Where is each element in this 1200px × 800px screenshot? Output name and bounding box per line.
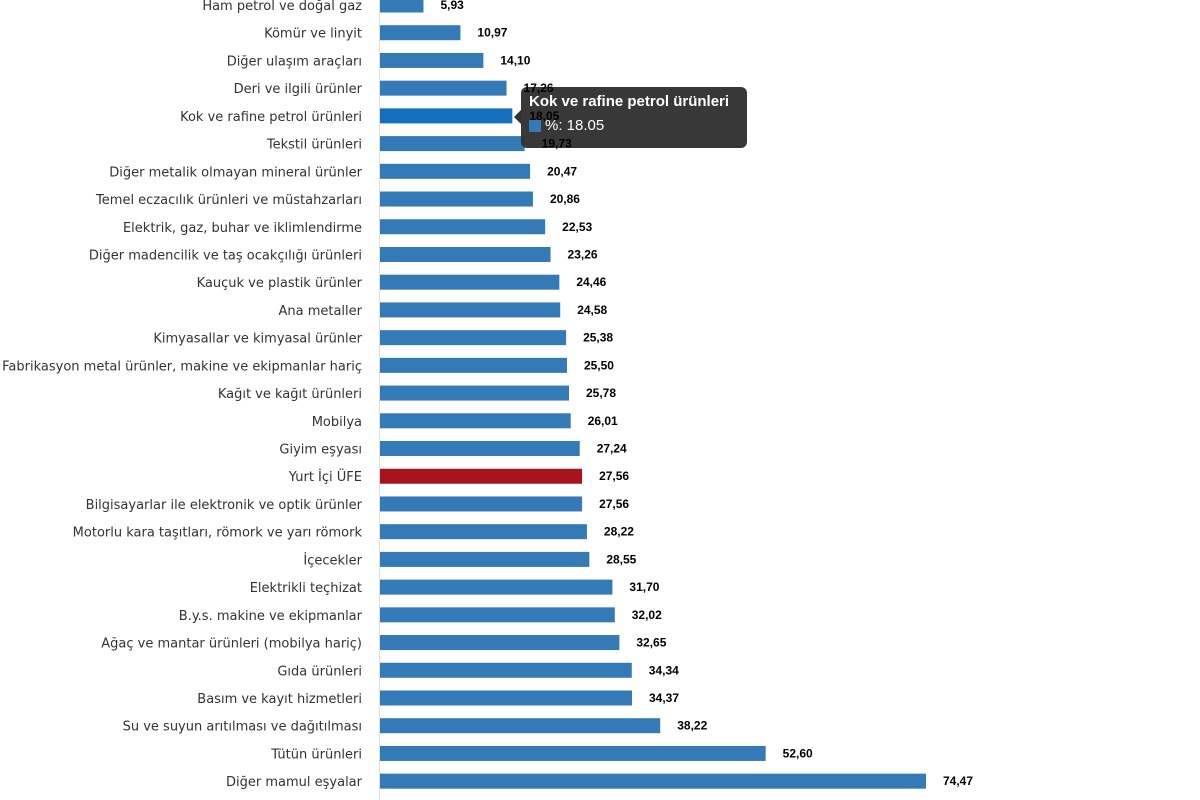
bar-5[interactable]	[380, 136, 525, 152]
category-label: Gıda ürünleri	[277, 664, 362, 679]
category-label: Ağaç ve mantar ürünleri (mobilya hariç)	[101, 637, 362, 652]
bar-27[interactable]	[380, 745, 766, 761]
bar-4[interactable]	[380, 108, 513, 124]
category-label: Kok ve rafine petrol ürünleri	[180, 110, 362, 125]
bar-22[interactable]	[380, 607, 615, 623]
tooltip-series-swatch	[529, 119, 541, 132]
category-label: Bilgisayarlar ile elektronik ve optik ür…	[86, 498, 363, 513]
bar-19[interactable]	[380, 524, 587, 540]
category-label: Su ve suyun arıtılması ve dağıtılması	[123, 720, 362, 735]
chart-tooltip: Kok ve rafine petrol ürünleri %: 18.05	[514, 87, 747, 148]
category-label: Diğer ulaşım araçları	[227, 54, 362, 69]
category-label: Diğer mamul eşyalar	[226, 775, 363, 790]
tooltip-row: %: 18.05	[529, 117, 739, 134]
category-label: Deri ve ilgili ürünler	[234, 82, 363, 97]
bar-21[interactable]	[380, 579, 613, 595]
category-label: Diğer metalik olmayan mineral ürünler	[109, 165, 362, 180]
category-label: Mobilya	[312, 415, 362, 430]
category-label: Kimyasallar ve kimyasal ürünler	[153, 332, 362, 347]
bar-7[interactable]	[380, 191, 533, 207]
bar-24[interactable]	[380, 662, 632, 678]
category-label: İçecekler	[303, 552, 362, 568]
bar-12[interactable]	[380, 330, 567, 346]
bar-2[interactable]	[380, 52, 484, 68]
bar-1[interactable]	[380, 25, 461, 41]
bar-15[interactable]	[380, 413, 571, 429]
category-label: Basım ve kayıt hizmetleri	[197, 692, 362, 707]
bar-9[interactable]	[380, 246, 551, 262]
category-label: Kağıt ve kağıt ürünleri	[218, 387, 362, 402]
bar-25[interactable]	[380, 690, 632, 706]
bar-8[interactable]	[380, 219, 546, 235]
category-label: Fabrikasyon metal ürünler, makine ve eki…	[2, 359, 362, 374]
bar-20[interactable]	[380, 551, 590, 567]
category-label: Tekstil ürünleri	[266, 138, 362, 153]
bar-16[interactable]	[380, 441, 580, 457]
category-label: Motorlu kara taşıtları, römork ve yarı r…	[73, 526, 363, 541]
category-label: Ana metaller	[278, 304, 362, 319]
category-label: Tütün ürünleri	[270, 747, 362, 762]
category-label: Kömür ve linyit	[264, 27, 362, 42]
category-label: Ham petrol ve doğal gaz	[202, 0, 362, 14]
category-label: Giyim eşyası	[279, 443, 362, 458]
category-label: Kauçuk ve plastik ürünler	[197, 276, 363, 291]
category-label: B.y.s. makine ve ekipmanlar	[179, 609, 363, 624]
category-label: Temel eczacılık ürünleri ve müstahzarlar…	[95, 193, 362, 208]
bar-23[interactable]	[380, 635, 620, 651]
category-label: Diğer madencilik ve taş ocakçılığı ürünl…	[89, 248, 362, 263]
bar-17[interactable]	[380, 468, 583, 484]
bar-6[interactable]	[380, 163, 531, 179]
bar-28[interactable]	[380, 773, 926, 789]
category-label: Elektrikli teçhizat	[250, 581, 362, 596]
bar-13[interactable]	[380, 357, 567, 373]
tooltip-title: Kok ve rafine petrol ürünleri	[529, 93, 730, 110]
category-label: Elektrik, gaz, buhar ve iklimlendirme	[123, 221, 362, 236]
bar-26[interactable]	[380, 718, 661, 734]
bar-0[interactable]	[380, 0, 424, 13]
category-label: Yurt İçi ÜFE	[288, 468, 362, 485]
bar-10[interactable]	[380, 274, 560, 290]
bar-14[interactable]	[380, 385, 570, 401]
bar-18[interactable]	[380, 496, 583, 512]
bar-3[interactable]	[380, 80, 507, 96]
bar-11[interactable]	[380, 302, 561, 318]
tooltip-value: %: 18.05	[545, 117, 605, 134]
